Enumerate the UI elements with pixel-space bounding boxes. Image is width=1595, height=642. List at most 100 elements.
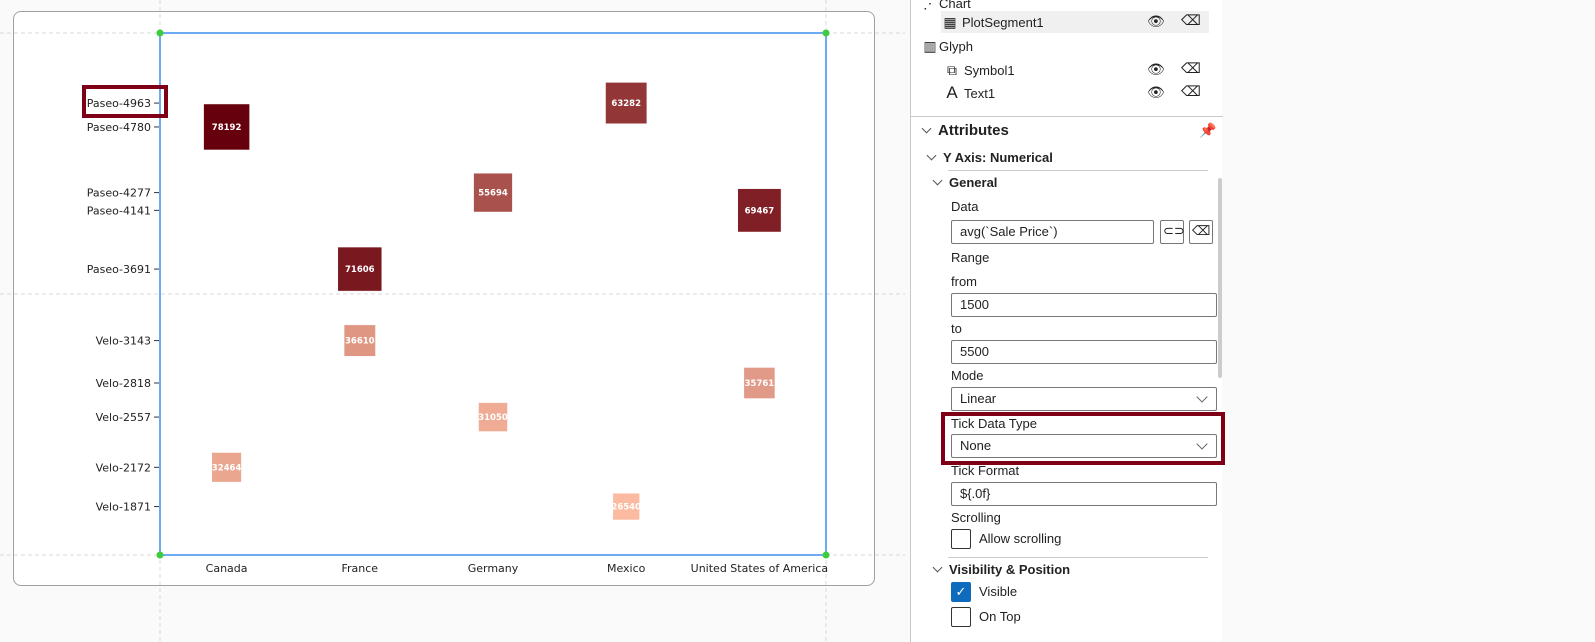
scrollbar[interactable]: [1218, 178, 1222, 378]
chart-card: [13, 11, 875, 586]
resize-handle[interactable]: [822, 551, 830, 559]
y-tick-label: Velo-3143: [96, 335, 151, 348]
highlight-box: [82, 85, 168, 118]
on-top-checkbox[interactable]: [951, 607, 971, 627]
range-from-input[interactable]: 1500: [951, 293, 1217, 317]
axes: Paseo-4963 Paseo-4780 Paseo-4277 Paseo-4141…: [87, 97, 828, 575]
eye-icon[interactable]: 👁: [1147, 84, 1165, 100]
allow-scrolling-checkbox[interactable]: [951, 529, 971, 549]
symbol-mark[interactable]: [473, 172, 513, 213]
data-label: 78192: [212, 123, 242, 133]
highlight-box: [941, 412, 1225, 465]
resize-handle[interactable]: [156, 29, 164, 37]
range-label: Range: [951, 250, 990, 265]
on-top-label: On Top: [979, 609, 1021, 624]
symbol-mark[interactable]: [743, 367, 776, 399]
y-tick-label: Paseo-3691: [87, 263, 151, 276]
data-label: 32464: [212, 463, 242, 473]
data-field[interactable]: avg(`Sale Price`): [951, 220, 1154, 244]
x-tick-label: United States of America: [691, 562, 828, 575]
grid-icon: ▦: [943, 13, 957, 30]
eraser-icon[interactable]: ⌫: [1181, 12, 1201, 28]
x-tick-label: Germany: [468, 562, 519, 575]
chart-svg: 78192 32464 71606 36610 55694 31050 63282 26540…: [0, 0, 905, 642]
eraser-icon[interactable]: ⌫: [1181, 83, 1201, 99]
symbol-mark[interactable]: [737, 188, 782, 233]
data-label: 71606: [345, 265, 375, 275]
symbol-mark[interactable]: [211, 452, 242, 483]
mode-label: Mode: [951, 368, 984, 383]
tick-format-label: Tick Format: [951, 463, 1020, 478]
y-tick-label: Velo-2818: [96, 377, 151, 390]
visible-checkbox[interactable]: ✓: [951, 582, 971, 602]
attributes-title: Attributes: [938, 122, 1009, 139]
tree-label: Text1: [964, 85, 996, 101]
tick-format-input[interactable]: ${.0f}: [951, 482, 1217, 506]
y-axis-section[interactable]: Y Axis: Numerical: [926, 150, 1053, 165]
divider: [948, 170, 1208, 171]
tick-data-type-label: Tick Data Type: [951, 416, 1037, 431]
clear-data-button[interactable]: ⌫: [1189, 220, 1213, 244]
resize-handle[interactable]: [822, 29, 830, 37]
resize-handle[interactable]: [156, 551, 164, 559]
tree-item-plotsegment[interactable]: ▦ PlotSegment1: [941, 11, 1209, 33]
symbol-mark[interactable]: [343, 324, 376, 357]
text-icon: A: [946, 83, 958, 102]
allow-scrolling-label: Allow scrolling: [979, 531, 1062, 546]
section-title: Y Axis: Numerical: [943, 150, 1053, 165]
data-label: 31050: [478, 413, 508, 423]
eye-icon[interactable]: 👁: [1147, 13, 1165, 29]
tree-item-symbol[interactable]: ⧉ Symbol1: [943, 59, 1015, 81]
range-to-input[interactable]: 5500: [951, 340, 1217, 364]
divider: [911, 116, 1223, 117]
y-tick-label: Paseo-4277: [87, 187, 151, 200]
section-title: General: [949, 175, 998, 190]
pin-icon[interactable]: 📌: [1199, 122, 1217, 138]
tree-item-text[interactable]: A Text1: [943, 82, 995, 104]
tree-label: Glyph: [939, 38, 973, 54]
symbol-mark[interactable]: [337, 246, 383, 292]
data-label: 69467: [745, 206, 775, 216]
y-tick-label: Paseo-4963: [87, 97, 151, 110]
x-tick-label: Canada: [206, 562, 248, 575]
marks: 78192 32464 71606 36610 55694 31050 63282 26540…: [203, 82, 782, 521]
tree-label: Symbol1: [964, 62, 1015, 78]
tick-data-type-dropdown[interactable]: None: [951, 434, 1217, 458]
tree-label: PlotSegment1: [962, 14, 1044, 30]
glyph-icon: ▥: [923, 37, 937, 54]
y-tick-label: Paseo-4141: [87, 204, 151, 217]
chart-canvas[interactable]: 78192 32464 71606 36610 55694 31050 63282 26540…: [0, 0, 905, 642]
plot-segment-frame[interactable]: [159, 32, 827, 556]
mode-dropdown[interactable]: Linear: [951, 387, 1217, 411]
from-label: from: [951, 274, 977, 289]
general-section[interactable]: General: [932, 175, 998, 190]
y-tick-label: Paseo-4780: [87, 121, 151, 134]
data-label: 26540: [611, 503, 641, 513]
divider: [948, 557, 1208, 558]
y-tick-label: Velo-2557: [96, 411, 151, 424]
eye-icon[interactable]: 👁: [1147, 61, 1165, 77]
chart-icon: ⋰: [923, 0, 937, 11]
eraser-icon[interactable]: ⌫: [1181, 60, 1201, 76]
symbol-mark[interactable]: [203, 103, 250, 151]
visible-label: Visible: [979, 584, 1018, 599]
symbol-mark[interactable]: [612, 492, 640, 521]
y-tick-label: Velo-1871: [96, 501, 151, 514]
visibility-section[interactable]: Visibility & Position: [932, 562, 1071, 577]
tree-label: Chart: [939, 0, 971, 11]
symbol-mark[interactable]: [605, 82, 648, 125]
x-tick-label: Mexico: [607, 562, 646, 575]
attributes-header[interactable]: Attributes: [921, 122, 1009, 139]
data-label: 35761: [745, 379, 775, 389]
scrolling-label: Scrolling: [951, 510, 1001, 525]
section-title: Visibility & Position: [949, 562, 1071, 577]
tree-item-glyph[interactable]: ▥ Glyph: [921, 35, 973, 57]
data-label: 63282: [611, 99, 641, 109]
symbol-mark[interactable]: [478, 402, 508, 432]
bind-data-button[interactable]: ⊂⊃: [1160, 220, 1185, 244]
properties-panel: ⋰ Chart ▦ PlotSegment1 👁 ⌫ ▥ Glyph ⧉ Symbol1…: [910, 0, 1225, 642]
data-label: Data: [951, 199, 979, 214]
y-tick-label: Velo-2172: [96, 461, 151, 474]
tree-item-chart[interactable]: ⋰ Chart: [921, 0, 971, 14]
shapes-icon: ⧉: [947, 61, 957, 78]
